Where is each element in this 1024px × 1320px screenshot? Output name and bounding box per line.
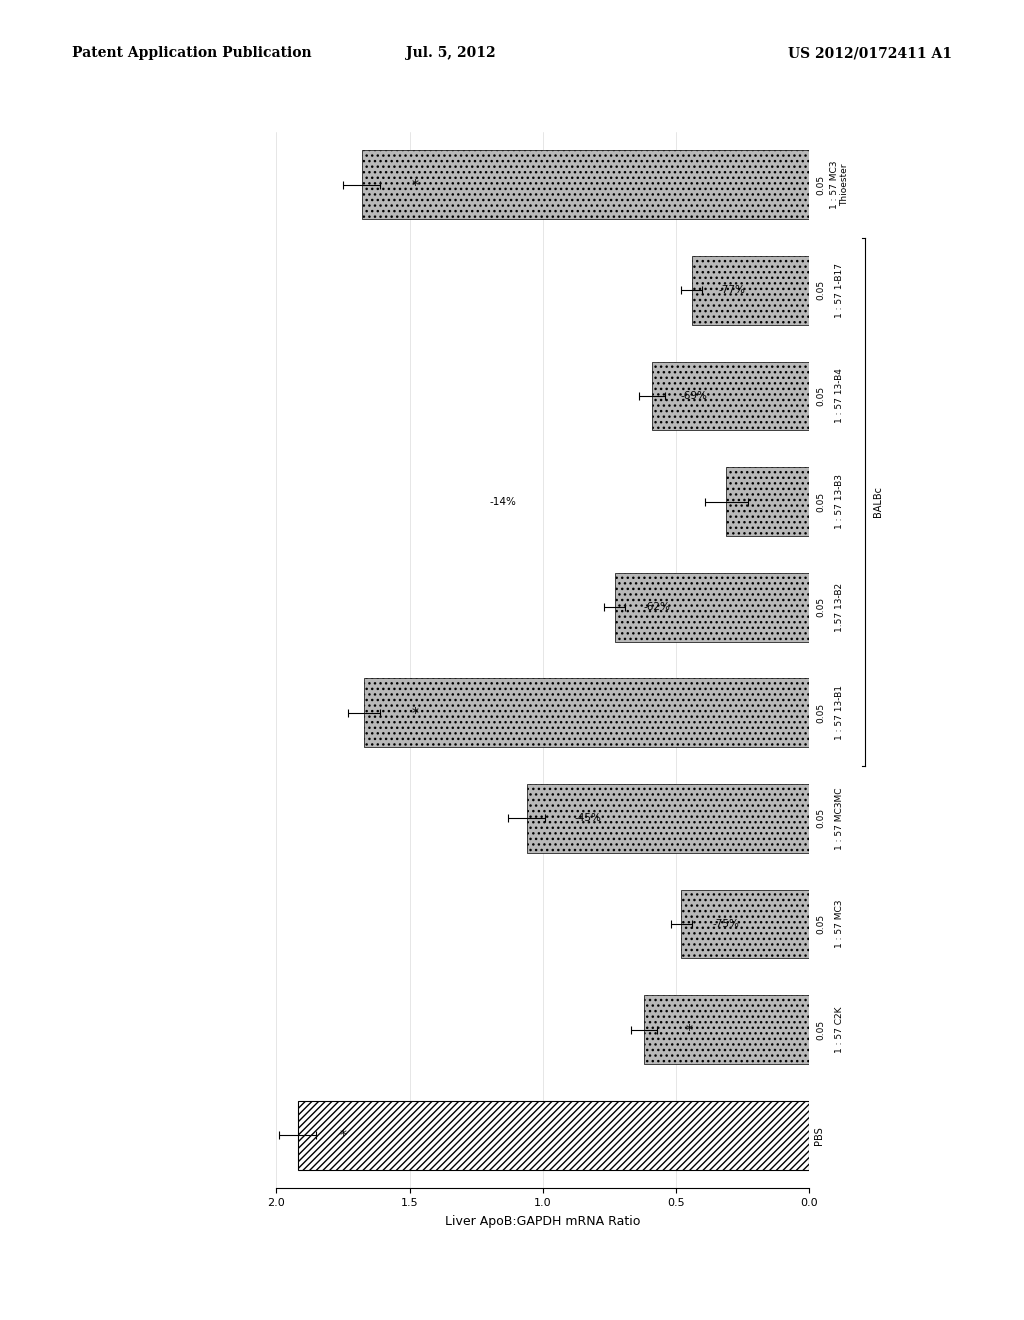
Text: 1.57 13-B2: 1.57 13-B2: [836, 582, 844, 632]
Bar: [298, 1101, 809, 1170]
Text: *: *: [340, 1129, 346, 1142]
Text: US 2012/0172411 A1: US 2012/0172411 A1: [788, 46, 952, 61]
Text: -69%: -69%: [681, 391, 708, 401]
Text: 1 : 57 C2K: 1 : 57 C2K: [836, 1006, 844, 1053]
Text: 0.05: 0.05: [817, 174, 825, 195]
Text: -45%: -45%: [574, 813, 601, 824]
Text: 1 : 57 13-B4: 1 : 57 13-B4: [836, 368, 844, 424]
Text: -14%: -14%: [489, 496, 516, 507]
Text: 0.05: 0.05: [817, 808, 825, 829]
Text: 0.05: 0.05: [817, 385, 825, 407]
X-axis label: Liver ApoB:GAPDH mRNA Ratio: Liver ApoB:GAPDH mRNA Ratio: [445, 1214, 640, 1228]
Text: 0.05: 0.05: [817, 702, 825, 723]
Text: BALBc: BALBc: [872, 486, 883, 517]
Bar: [365, 678, 809, 747]
Text: 0.05: 0.05: [817, 597, 825, 618]
Text: *: *: [412, 706, 419, 719]
Bar: [526, 784, 809, 853]
Bar: [361, 150, 809, 219]
Text: 1 : 57 13-B1: 1 : 57 13-B1: [836, 685, 844, 741]
Text: 1 : 57 MC3MC: 1 : 57 MC3MC: [836, 787, 844, 850]
Text: 0.05: 0.05: [817, 491, 825, 512]
Text: Patent Application Publication: Patent Application Publication: [72, 46, 311, 61]
Text: -62%: -62%: [644, 602, 671, 612]
Bar: [681, 890, 809, 958]
Text: 0.05: 0.05: [817, 280, 825, 301]
Bar: [652, 362, 809, 430]
Text: 1 : 57 MC3: 1 : 57 MC3: [836, 900, 844, 948]
Text: 0.05: 0.05: [817, 913, 825, 935]
Text: -77%: -77%: [718, 285, 745, 296]
Text: 1 : 57 MC3
Thioester: 1 : 57 MC3 Thioester: [830, 161, 849, 209]
Bar: [614, 573, 809, 642]
Bar: [726, 467, 809, 536]
Text: 1 : 57 1-B17: 1 : 57 1-B17: [836, 263, 844, 318]
Text: 0.05: 0.05: [817, 1019, 825, 1040]
Text: 1 : 57 13-B3: 1 : 57 13-B3: [836, 474, 844, 529]
Text: *: *: [686, 1023, 692, 1036]
Text: *: *: [412, 178, 419, 191]
Text: -75%: -75%: [713, 919, 739, 929]
Bar: [692, 256, 809, 325]
Text: PBS: PBS: [814, 1126, 824, 1144]
Bar: [644, 995, 809, 1064]
Text: Jul. 5, 2012: Jul. 5, 2012: [406, 46, 496, 61]
